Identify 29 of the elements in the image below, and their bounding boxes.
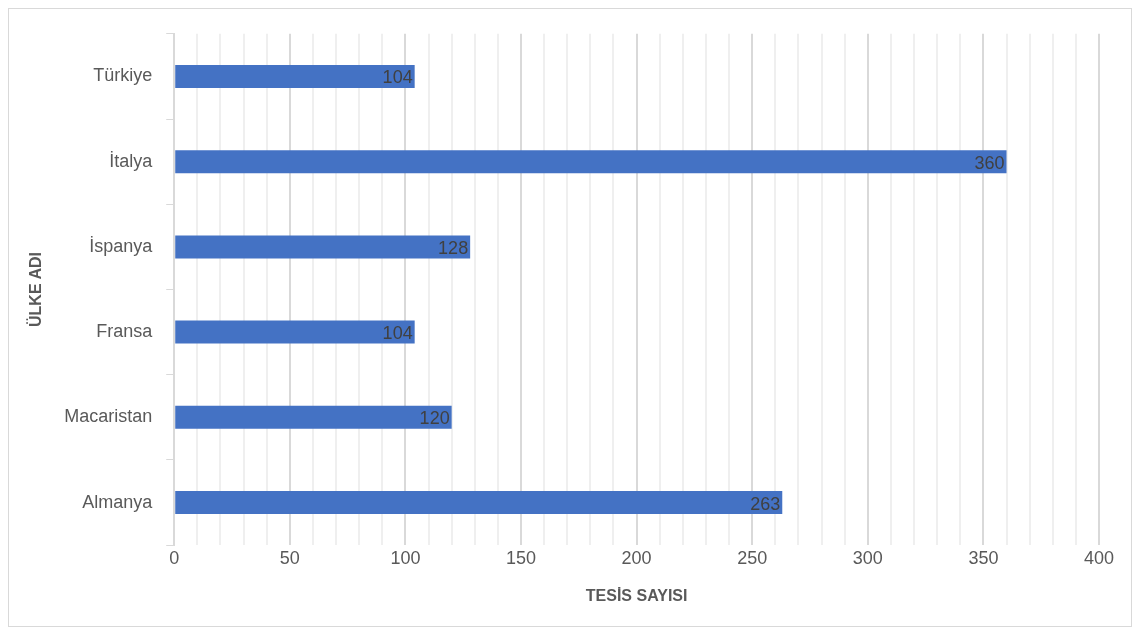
bar — [175, 64, 415, 88]
x-axis-title: TESİS SAYISI — [585, 586, 688, 604]
x-tick-label: 300 — [852, 547, 883, 568]
data-label: 120 — [419, 408, 450, 429]
x-tick-label: 150 — [506, 547, 537, 568]
x-tick-label: 0 — [169, 547, 180, 568]
data-label: 128 — [438, 237, 469, 258]
data-label: 263 — [750, 493, 781, 514]
y-tick-label: Macaristan — [64, 406, 153, 427]
x-tick-label: 200 — [621, 547, 652, 568]
bar — [175, 150, 1007, 174]
bar — [175, 405, 452, 429]
x-tick-label: 100 — [390, 547, 421, 568]
bar — [175, 491, 783, 515]
y-tick-label: Türkiye — [93, 65, 153, 86]
data-label: 104 — [382, 67, 413, 88]
x-tick-label: 250 — [737, 547, 768, 568]
x-tick-label: 350 — [968, 547, 999, 568]
y-tick-label: İspanya — [89, 235, 154, 256]
y-axis-title: ÜLKE ADI — [26, 252, 45, 327]
data-label: 104 — [382, 323, 413, 344]
y-tick-label: Fransa — [96, 321, 154, 342]
x-tick-label: 400 — [1083, 547, 1115, 568]
bar — [175, 235, 471, 259]
x-tick-label: 50 — [279, 547, 300, 568]
y-tick-label: Almanya — [82, 491, 154, 512]
data-label: 360 — [974, 152, 1005, 173]
y-tick-label: İtalya — [109, 150, 154, 171]
bar — [175, 320, 415, 344]
